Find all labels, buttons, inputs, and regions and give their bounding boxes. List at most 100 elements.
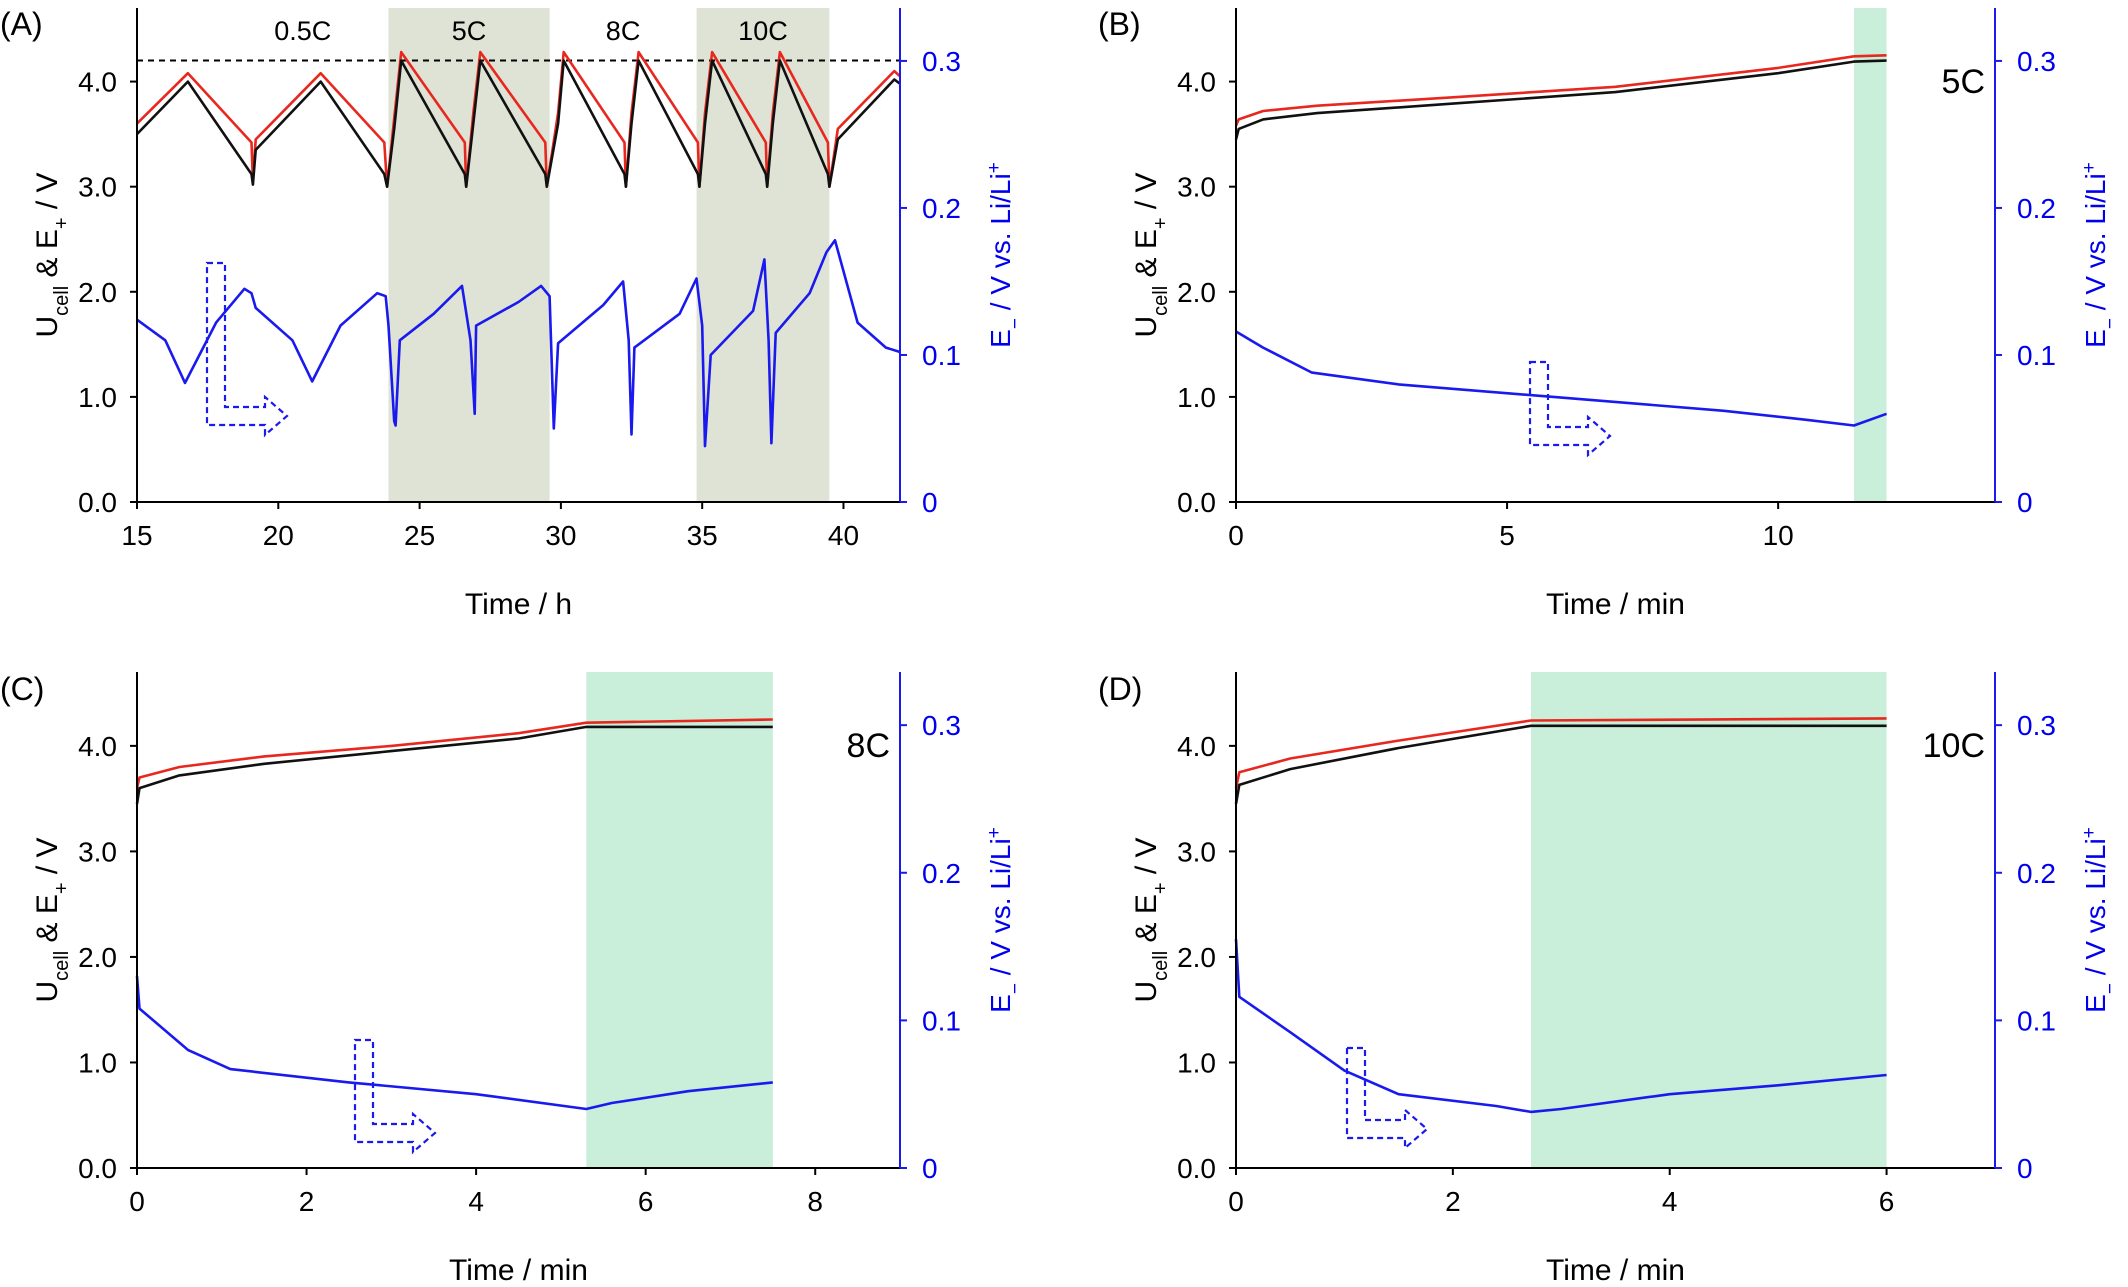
y-left-axis-label-part: cell	[1150, 286, 1172, 316]
x-axis-label: Time / min	[449, 1254, 588, 1287]
y-right-axis-label-part: +	[2079, 827, 2100, 838]
y-left-tick-label-4: 4.0	[78, 731, 117, 762]
x-tick-label-0: 0	[1228, 520, 1244, 551]
y-left-axis-label-part: U	[31, 316, 64, 338]
panel-label: (D)	[1098, 671, 1142, 707]
y-left-axis-label-part: & E	[31, 894, 64, 951]
x-tick-label-0: 15	[121, 520, 152, 551]
shaded-region	[1854, 8, 1887, 502]
y-left-axis-label: Ucell & E+ / V	[31, 837, 73, 1002]
y-right-tick-label-3: 0.3	[922, 46, 961, 77]
y-right-tick-label-2: 0.2	[2017, 858, 2056, 889]
chart-panel-3: 0 2 4 6 0.0 1.0 2.0 3.0 4.0 0 0.1 0.2 0.3 Time / min U…	[1098, 671, 2121, 1287]
series-line-0	[135, 718, 773, 789]
y-left-tick-label-0: 0.0	[78, 487, 117, 518]
y-left-axis-label-part: +	[51, 217, 73, 229]
y-right-axis-label-part: −	[2100, 318, 2121, 329]
y-left-axis-label: Ucell & E+ / V	[1130, 172, 1172, 337]
y-left-tick-label-2: 2.0	[1177, 277, 1216, 308]
series-line-1	[136, 59, 901, 188]
y-right-axis-label-part: −	[1005, 318, 1026, 329]
y-left-tick-label-3: 3.0	[78, 172, 117, 203]
chart-panel-1: 0 5 10 0.0 1.0 2.0 3.0 4.0 0 0.1 0.2 0.3 Time / min U…	[1098, 6, 2121, 621]
y-left-tick-label-1: 1.0	[78, 382, 117, 413]
x-tick-label-0: 0	[1228, 1186, 1244, 1217]
region-label-3: 10C	[738, 16, 788, 46]
y-left-axis-label-part: / V	[1130, 172, 1163, 217]
y-right-tick-label-2: 0.2	[922, 193, 961, 224]
x-tick-label-2: 4	[468, 1186, 484, 1217]
y-left-axis-label-part: +	[1150, 882, 1172, 894]
y-left-axis-label-part: U	[31, 981, 64, 1003]
panel-label: (A)	[0, 6, 43, 42]
x-tick-label-3: 6	[638, 1186, 654, 1217]
y-left-axis-label-part: U	[1130, 316, 1163, 338]
y-right-tick-label-1: 0.1	[922, 340, 961, 371]
x-tick-label-1: 20	[263, 520, 294, 551]
y-left-tick-label-3: 3.0	[78, 836, 117, 867]
y-right-axis-label: E− / V vs. Li/Li+	[2079, 162, 2121, 348]
panel-label: (C)	[0, 671, 44, 707]
series-line-1	[135, 725, 773, 805]
x-axis-label: Time / h	[465, 588, 572, 621]
x-tick-label-4: 35	[687, 520, 718, 551]
y-left-tick-label-1: 1.0	[1177, 1047, 1216, 1078]
y-left-tick-label-0: 0.0	[1177, 1153, 1216, 1184]
y-left-tick-label-4: 4.0	[1177, 67, 1216, 98]
y-left-tick-label-2: 2.0	[78, 277, 117, 308]
y-right-tick-label-3: 0.3	[922, 710, 961, 741]
y-right-tick-label-0: 0	[2017, 487, 2033, 518]
x-tick-label-0: 0	[129, 1186, 145, 1217]
y-left-tick-label-4: 4.0	[1177, 731, 1216, 762]
rate-label: 10C	[1923, 727, 1985, 765]
y-right-axis-label-part: −	[1005, 983, 1026, 994]
y-right-tick-label-1: 0.1	[2017, 1005, 2056, 1036]
y-left-axis-label: Ucell & E+ / V	[1130, 837, 1172, 1002]
series-line-0	[1234, 717, 1887, 789]
y-right-tick-label-0: 0	[922, 1153, 938, 1184]
y-left-axis-label-part: +	[1150, 217, 1172, 229]
x-tick-label-1: 2	[299, 1186, 315, 1217]
x-tick-label-1: 2	[1445, 1186, 1461, 1217]
y-right-tick-label-0: 0	[2017, 1153, 2033, 1184]
x-tick-label-3: 6	[1879, 1186, 1895, 1217]
x-tick-label-2: 25	[404, 520, 435, 551]
y-left-axis-label-part: & E	[1130, 894, 1163, 951]
y-left-axis-label-part: cell	[51, 951, 73, 981]
series-line-1	[1234, 724, 1887, 805]
x-tick-label-1: 5	[1499, 520, 1515, 551]
y-right-axis-label-part: E	[2080, 994, 2111, 1013]
y-right-axis-label: E− / V vs. Li/Li+	[2079, 827, 2121, 1013]
y-right-axis-label-part: E	[985, 994, 1016, 1013]
y-left-axis-label-part: / V	[31, 172, 64, 217]
y-right-axis-label: E− / V vs. Li/Li+	[984, 162, 1026, 348]
y-right-axis-label: E− / V vs. Li/Li+	[984, 827, 1026, 1013]
x-tick-label-5: 40	[828, 520, 859, 551]
x-axis-label: Time / min	[1546, 588, 1685, 621]
dashed-arrow-icon	[1528, 360, 1612, 458]
dashed-arrow-icon	[353, 1038, 437, 1155]
rate-label: 5C	[1942, 63, 1985, 101]
series-line-1	[1234, 59, 1887, 140]
y-left-axis-label-part: U	[1130, 981, 1163, 1003]
x-tick-label-2: 4	[1662, 1186, 1678, 1217]
panel-label: (B)	[1098, 6, 1141, 42]
y-right-tick-label-3: 0.3	[2017, 710, 2056, 741]
y-right-axis-label-part: E	[2080, 329, 2111, 348]
rate-label: 8C	[847, 727, 890, 765]
x-tick-label-3: 30	[545, 520, 576, 551]
series-line-0	[1234, 54, 1887, 127]
shaded-region-1	[388, 8, 550, 502]
y-right-axis-label-part: / V vs. Li/Li	[2080, 173, 2111, 318]
x-tick-label-4: 8	[807, 1186, 823, 1217]
y-right-axis-label-part: +	[984, 827, 1005, 838]
y-left-axis-label-part: / V	[31, 837, 64, 882]
dashed-arrow-icon	[205, 261, 289, 438]
x-tick-label-2: 10	[1763, 520, 1794, 551]
y-right-axis-label-part: E	[985, 329, 1016, 348]
y-right-axis-label-part: / V vs. Li/Li	[985, 838, 1016, 983]
series-line-2	[136, 239, 901, 448]
chart-panel-0: 15 20 25 30 35 40 0.0 1.0 2.0 3.0 4.0 0 0.1 0.2 0.3 Tim…	[0, 6, 1026, 621]
y-left-axis-label-part: & E	[1130, 229, 1163, 286]
